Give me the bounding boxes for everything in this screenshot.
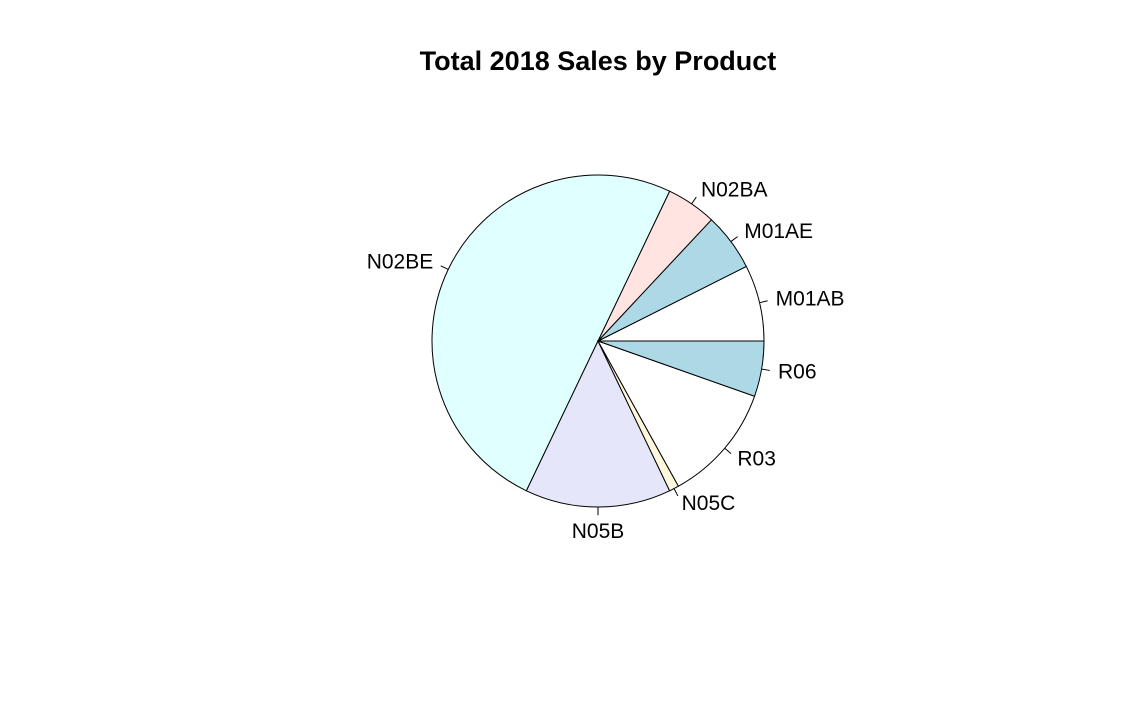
pie-label-n05c: N05C <box>682 492 736 515</box>
pie-tick-n02be <box>440 265 449 270</box>
pie-tick-m01ae <box>730 236 738 242</box>
chart-title: Total 2018 Sales by Product <box>420 46 777 76</box>
pie-label-ticks <box>440 196 770 516</box>
pie-slice-n02be <box>431 174 671 492</box>
pie-tick-n05c <box>673 488 679 497</box>
pie-label-r03: R03 <box>737 447 776 470</box>
pie-tick-m01ab <box>759 300 768 304</box>
pie-label-n02ba: N02BA <box>701 179 768 202</box>
pie-label-r06: R06 <box>778 360 817 383</box>
pie-tick-r06 <box>761 368 770 371</box>
pie-tick-r03 <box>724 447 732 454</box>
pie-label-n02be: N02BE <box>367 251 434 274</box>
pie-tick-n02ba <box>691 196 697 205</box>
pie-slices <box>431 174 765 508</box>
pie-label-m01ae: M01AE <box>744 220 813 243</box>
pie-label-n05b: N05B <box>572 520 625 543</box>
pie-label-m01ab: M01AB <box>776 287 845 310</box>
